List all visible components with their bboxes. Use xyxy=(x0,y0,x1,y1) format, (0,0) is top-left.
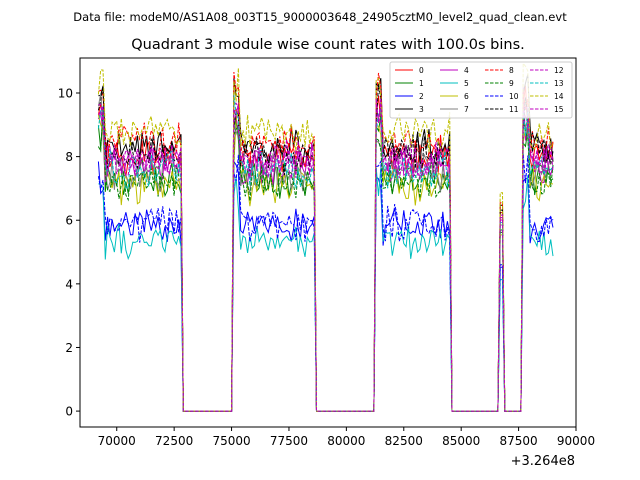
legend-label-2: 2 xyxy=(419,92,424,101)
legend-label-15: 15 xyxy=(554,105,564,114)
y-tick-label: 8 xyxy=(65,150,73,164)
chart-title: Quadrant 3 module wise count rates with … xyxy=(131,37,525,53)
x-tick-label: 90000 xyxy=(557,434,595,448)
x-tick-label: 82500 xyxy=(385,434,423,448)
legend-label-8: 8 xyxy=(509,66,514,75)
chart-suptitle: Data file: modeM0/AS1A08_003T15_90000036… xyxy=(73,10,567,24)
y-tick-label: 10 xyxy=(58,86,73,100)
legend-label-0: 0 xyxy=(419,66,424,75)
legend-label-10: 10 xyxy=(509,92,519,101)
x-tick-label: 75000 xyxy=(212,434,250,448)
x-offset-label: +3.264e8 xyxy=(511,454,575,469)
y-axis: 0 2 4 6 8 10 xyxy=(58,86,80,419)
legend-label-9: 9 xyxy=(509,79,514,88)
y-tick-label: 4 xyxy=(65,277,73,291)
x-tick-label: 70000 xyxy=(98,434,136,448)
legend-label-3: 3 xyxy=(419,105,424,114)
plot-area xyxy=(80,58,576,427)
y-tick-label: 0 xyxy=(65,405,73,419)
series-line-15 xyxy=(98,97,554,412)
legend-label-1: 1 xyxy=(419,79,424,88)
legend-label-4: 4 xyxy=(464,66,469,75)
x-tick-label: 87500 xyxy=(499,434,537,448)
y-tick-label: 2 xyxy=(65,341,73,355)
x-tick-label: 85000 xyxy=(442,434,480,448)
legend-label-13: 13 xyxy=(554,79,564,88)
x-axis: 70000 72500 75000 77500 80000 82500 85000 87500… xyxy=(98,427,595,448)
plot-frame xyxy=(79,57,577,428)
y-tick-label: 6 xyxy=(65,214,73,228)
legend-label-7: 7 xyxy=(464,105,469,114)
legend-label-11: 11 xyxy=(509,105,519,114)
legend-label-14: 14 xyxy=(554,92,564,101)
x-tick-label: 77500 xyxy=(270,434,308,448)
legend-label-12: 12 xyxy=(554,66,564,75)
series-layer xyxy=(97,61,554,412)
legend-label-5: 5 xyxy=(464,79,469,88)
legend-box xyxy=(389,61,573,119)
x-tick-label: 80000 xyxy=(327,434,365,448)
x-tick-label: 72500 xyxy=(155,434,193,448)
legend-label-6: 6 xyxy=(464,92,469,101)
